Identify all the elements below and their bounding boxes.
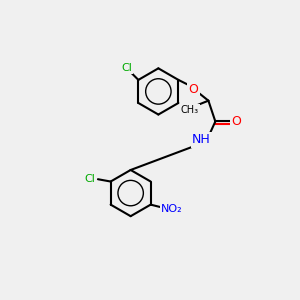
Text: Cl: Cl — [84, 174, 95, 184]
Text: NH: NH — [192, 134, 211, 146]
Text: NO₂: NO₂ — [160, 204, 182, 214]
Text: Cl: Cl — [122, 63, 132, 73]
Text: CH₃: CH₃ — [181, 105, 199, 115]
Text: O: O — [231, 115, 241, 128]
Text: O: O — [188, 82, 198, 96]
